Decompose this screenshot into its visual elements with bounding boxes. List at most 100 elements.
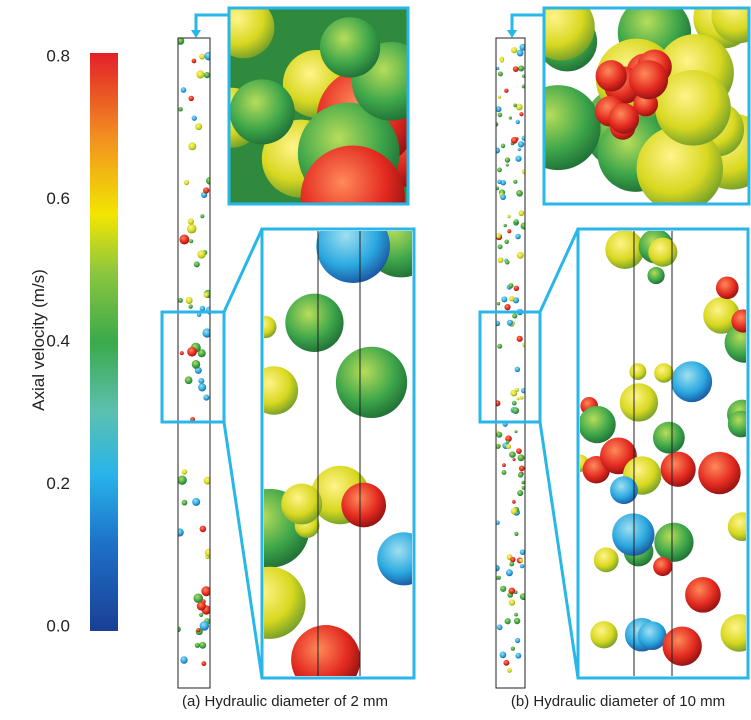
tick-label: 0.8 bbox=[46, 46, 70, 65]
bubble bbox=[320, 17, 380, 77]
bubble bbox=[596, 60, 627, 91]
bubble bbox=[511, 508, 518, 515]
bubble bbox=[518, 472, 523, 477]
bubble bbox=[196, 628, 200, 632]
bubble bbox=[516, 104, 523, 111]
bubble bbox=[509, 562, 514, 567]
bubble bbox=[192, 59, 197, 64]
bubble bbox=[516, 448, 522, 454]
bubble bbox=[316, 209, 390, 283]
bubble bbox=[513, 458, 516, 461]
bubble bbox=[509, 599, 515, 605]
caption: (a) Hydraulic diameter of 2 mm bbox=[182, 693, 388, 710]
bubble bbox=[498, 113, 503, 118]
bubble bbox=[497, 180, 501, 184]
bubble bbox=[612, 513, 654, 555]
bubble bbox=[685, 577, 721, 613]
bubble bbox=[516, 397, 519, 400]
bubble bbox=[629, 60, 668, 99]
bubble bbox=[516, 190, 523, 197]
bubble bbox=[188, 142, 196, 150]
bubble bbox=[511, 47, 517, 53]
bubble bbox=[204, 72, 210, 78]
bubble bbox=[505, 618, 511, 624]
bubble bbox=[516, 120, 520, 124]
bubble bbox=[517, 490, 523, 496]
bubble bbox=[203, 395, 209, 401]
bubble bbox=[176, 528, 184, 536]
bubble bbox=[198, 378, 204, 384]
bubble bbox=[500, 59, 504, 63]
bubble bbox=[720, 614, 751, 652]
bubble bbox=[182, 500, 188, 506]
bubble bbox=[520, 396, 524, 400]
bubble bbox=[497, 167, 502, 172]
bubble bbox=[507, 320, 513, 326]
bubble bbox=[716, 277, 739, 300]
bubble bbox=[661, 452, 696, 487]
bubble bbox=[498, 257, 504, 263]
bubble bbox=[522, 136, 527, 141]
bubble bbox=[503, 660, 509, 666]
bubble bbox=[509, 451, 516, 458]
bubble bbox=[653, 422, 685, 454]
bubble bbox=[517, 252, 524, 259]
bubbles bbox=[202, 0, 450, 250]
bubble bbox=[497, 302, 500, 305]
bubble bbox=[178, 298, 183, 303]
bubble bbox=[281, 484, 322, 525]
bubble bbox=[505, 157, 510, 162]
bubble bbox=[506, 164, 509, 167]
bubble bbox=[509, 283, 514, 288]
bubble bbox=[516, 85, 601, 170]
bubble bbox=[502, 470, 507, 475]
bubble bbox=[254, 316, 276, 338]
bubble bbox=[188, 218, 194, 224]
bubble bbox=[663, 627, 702, 666]
bubble bbox=[250, 366, 298, 414]
bubble bbox=[185, 376, 193, 384]
bubble bbox=[197, 250, 205, 258]
bubble bbox=[514, 286, 519, 291]
bubble bbox=[197, 602, 206, 611]
tick-label: 0.4 bbox=[46, 331, 70, 350]
bubble bbox=[497, 624, 503, 630]
bubble bbox=[648, 238, 677, 267]
colorbar-label: Axial velocity (m/s) bbox=[29, 269, 48, 411]
bubble bbox=[192, 498, 200, 506]
bubble bbox=[187, 347, 197, 357]
bubble bbox=[182, 469, 187, 474]
tick-label: 0.2 bbox=[46, 474, 70, 493]
bubble bbox=[590, 621, 617, 648]
bubble bbox=[513, 66, 519, 72]
bubble bbox=[514, 613, 518, 617]
bubble bbox=[513, 104, 517, 108]
bubble bbox=[514, 219, 519, 224]
bubble bbox=[494, 400, 500, 406]
bubble bbox=[578, 406, 615, 443]
bubble bbox=[518, 454, 525, 461]
bubble bbox=[189, 96, 194, 101]
bubble bbox=[518, 141, 524, 147]
bubble bbox=[512, 401, 517, 406]
bubble bbox=[500, 652, 507, 659]
bubble bbox=[196, 70, 204, 78]
bubble bbox=[654, 523, 693, 562]
bubble bbox=[205, 549, 213, 557]
bubble bbox=[336, 347, 407, 418]
bubble bbox=[230, 79, 295, 144]
bubbles bbox=[571, 229, 751, 666]
bubble bbox=[496, 233, 501, 238]
bubble bbox=[509, 587, 516, 594]
bubble bbox=[515, 653, 521, 659]
bubble bbox=[520, 593, 527, 600]
bubble bbox=[181, 87, 187, 93]
bubble bbox=[638, 621, 667, 650]
bubble bbox=[180, 351, 184, 355]
bubble bbox=[515, 430, 518, 433]
bubble bbox=[629, 363, 646, 380]
bubble bbox=[514, 618, 520, 624]
bubble bbox=[199, 54, 205, 60]
bubble bbox=[501, 144, 505, 148]
bubble bbox=[509, 296, 514, 301]
